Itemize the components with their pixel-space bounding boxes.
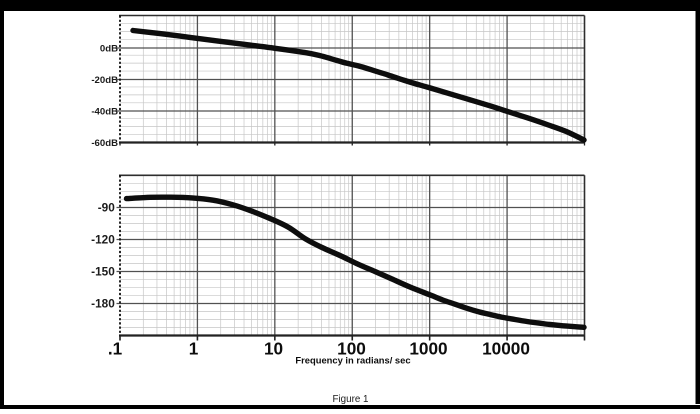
svg-text:-120: -120 xyxy=(91,232,115,246)
svg-text:Figure 1: Figure 1 xyxy=(333,394,369,405)
svg-text:.1: .1 xyxy=(108,338,123,358)
svg-text:-90: -90 xyxy=(98,200,115,214)
svg-text:1: 1 xyxy=(189,338,199,358)
svg-text:-20dB: -20dB xyxy=(91,75,118,86)
svg-text:-180: -180 xyxy=(91,296,115,310)
svg-text:1000: 1000 xyxy=(409,338,447,358)
svg-text:-40dB: -40dB xyxy=(91,106,118,117)
svg-text:-150: -150 xyxy=(91,264,115,278)
svg-text:0dB: 0dB xyxy=(100,43,118,54)
svg-text:10: 10 xyxy=(264,338,283,358)
svg-text:10000: 10000 xyxy=(482,338,530,358)
svg-text:-60dB: -60dB xyxy=(91,138,118,149)
svg-text:Frequency in radians/ sec: Frequency in radians/ sec xyxy=(295,355,410,366)
